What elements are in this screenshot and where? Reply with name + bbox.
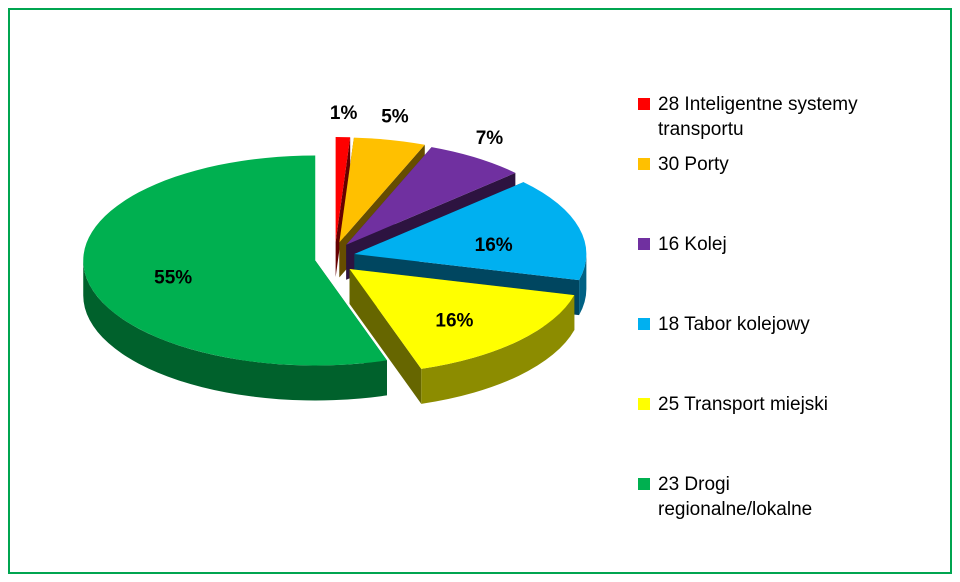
legend-swatch [638,478,650,490]
legend-swatch [638,98,650,110]
legend-item: 18 Tabor kolejowy [638,312,888,337]
border [8,8,952,574]
slice [349,268,575,404]
data-label: 1% [330,103,358,124]
slice-top [346,147,516,245]
legend-swatch [638,158,650,170]
legend-label: 28 Inteligentne systemy transportu [658,94,858,140]
legend-label: 25 Transport miejski [658,394,829,415]
legend-swatch [638,318,650,330]
slice-top [83,155,387,366]
slice-side [579,254,587,316]
slice-cut-face [349,268,422,404]
legend-swatch [638,238,650,250]
slice [335,137,351,278]
slice-top [349,268,575,369]
legend-item: 25 Transport miejski [638,392,888,417]
slice-top [354,182,587,281]
slice-side [421,295,575,404]
legend-item: 30 Porty [638,152,888,177]
data-label: 7% [476,128,504,149]
data-label: 55% [154,268,192,289]
legend-item: 16 Kolej [638,232,888,257]
legend-label: 30 Porty [658,154,729,175]
legend-item: 23 Drogi regionalne/lokalne [638,472,888,522]
legend-label: 23 Drogi regionalne/lokalne [658,474,813,520]
data-label: 16% [435,311,473,332]
legend-label: 16 Kolej [658,234,727,255]
legend-label: 18 Tabor kolejowy [658,314,810,335]
slice-top [339,137,425,243]
data-label: 5% [381,106,409,127]
legend-item: 28 Inteligentne systemy transportu [638,92,888,142]
slice-top [335,137,351,243]
data-label: 16% [475,235,513,256]
slice-side [83,260,387,401]
legend-swatch [638,398,650,410]
slice-cut-face [335,137,351,278]
slice [83,155,387,401]
